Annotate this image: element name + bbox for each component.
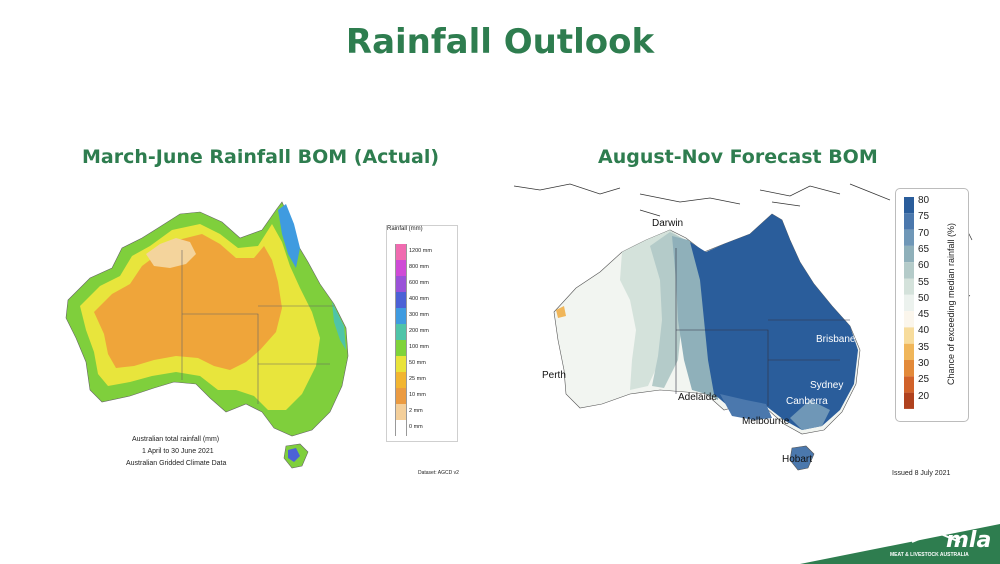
forecast-legend-value: 70 xyxy=(918,227,930,239)
forecast-legend-value: 80 xyxy=(918,195,930,206)
forecast-legend-value: 20 xyxy=(918,390,930,402)
rainfall-legend-label: 25 mm xyxy=(409,376,426,382)
forecast-legend-band xyxy=(904,343,914,360)
city-brisbane: Brisbane xyxy=(816,334,856,345)
actual-rainfall-map-image xyxy=(65,201,349,469)
rainfall-legend-swatch xyxy=(395,388,407,404)
rainfall-legend-label: 800 mm xyxy=(409,264,429,270)
rainfall-legend-swatch xyxy=(395,404,407,420)
forecast-map-image xyxy=(513,183,973,471)
dataset-label: Dataset: AGCD v2 xyxy=(418,470,459,476)
forecast-legend-band xyxy=(904,392,914,409)
rainfall-legend-title: Rainfall (mm) xyxy=(387,226,423,232)
forecast-legend-band xyxy=(904,245,914,263)
forecast-legend-band xyxy=(904,294,914,312)
rainfall-legend-swatch xyxy=(395,244,407,260)
forecast-legend-value: 50 xyxy=(918,292,930,304)
rainfall-legend-label: 10 mm xyxy=(409,392,426,398)
rainfall-legend-swatch xyxy=(395,372,407,388)
forecast-legend-band xyxy=(904,327,914,344)
city-canberra: Canberra xyxy=(786,396,828,407)
footer-logo-band xyxy=(800,524,1000,564)
forecast-legend-band xyxy=(904,262,914,279)
mla-tagline: MEAT & LIVESTOCK AUSTRALIA xyxy=(890,552,969,558)
rainfall-legend-label: 1200 mm xyxy=(409,248,432,254)
forecast-legend-band xyxy=(904,197,914,214)
forecast-legend-value: 60 xyxy=(918,260,930,272)
caption-line-2: 1 April to 30 June 2021 xyxy=(142,448,214,455)
rainfall-legend: Rainfall (mm) 1200 mm 800 mm 600 mm 400 mm 3… xyxy=(386,225,458,442)
forecast-legend-value: 65 xyxy=(918,243,930,255)
forecast-legend-value: 25 xyxy=(918,374,930,386)
forecast-legend-colorbar xyxy=(904,197,914,409)
city-adelaide: Adelaide xyxy=(678,392,717,403)
forecast-legend-band xyxy=(904,229,914,246)
forecast-legend-band xyxy=(904,278,914,295)
forecast-legend-band xyxy=(904,376,914,393)
rainfall-legend-swatch xyxy=(395,308,407,324)
forecast-legend-value: 35 xyxy=(918,341,930,353)
forecast-legend-value: 75 xyxy=(918,211,930,223)
rainfall-legend-label: 600 mm xyxy=(409,280,429,286)
rainfall-legend-swatch xyxy=(395,420,407,436)
forecast-legend-band xyxy=(904,213,914,230)
city-perth: Perth xyxy=(542,370,566,381)
city-darwin: Darwin xyxy=(652,218,684,229)
forecast-legend-title: Chance of exceeding median rainfall (%) xyxy=(946,222,956,386)
city-melbourne: Melbourne xyxy=(742,416,790,427)
caption-line-3: Australian Gridded Climate Data xyxy=(126,460,227,467)
actual-rainfall-map: Australian total rainfall (mm) 1 April t… xyxy=(50,190,490,480)
rainfall-legend-label: 200 mm xyxy=(409,328,429,334)
rainfall-legend-label: 50 mm xyxy=(409,360,426,366)
rainfall-legend-label: 2 mm xyxy=(409,408,423,414)
forecast-legend: 80 75 70 65 60 55 50 45 40 35 30 25 20 Chance of exc… xyxy=(895,188,969,422)
forecast-legend-value: 55 xyxy=(918,276,930,288)
rainfall-legend-swatch xyxy=(395,324,407,340)
page-title: Rainfall Outlook xyxy=(345,22,655,62)
forecast-legend-band xyxy=(904,360,914,377)
forecast-legend-band xyxy=(904,311,914,328)
rainfall-legend-swatch xyxy=(395,260,407,276)
forecast-map: Darwin Perth Adelaide Melbourne Hobart B… xyxy=(510,180,980,480)
left-map-heading: March-June Rainfall BOM (Actual) xyxy=(82,146,440,168)
issued-date: Issued 8 July 2021 xyxy=(892,470,951,477)
rainfall-legend-swatch xyxy=(395,340,407,356)
city-hobart: Hobart xyxy=(782,454,813,465)
forecast-legend-value: 45 xyxy=(918,309,930,321)
forecast-legend-title-wrap: Chance of exceeding median rainfall (%) xyxy=(944,193,958,415)
forecast-legend-value: 30 xyxy=(918,358,930,369)
mla-logo: mla xyxy=(946,528,992,553)
rainfall-legend-label: 100 mm xyxy=(409,344,429,350)
rainfall-legend-label: 0 mm xyxy=(409,424,423,430)
rainfall-legend-swatch xyxy=(395,292,407,308)
forecast-legend-value: 40 xyxy=(918,325,930,337)
rainfall-legend-label: 300 mm xyxy=(409,312,429,318)
city-sydney: Sydney xyxy=(810,380,844,391)
rainfall-legend-swatch xyxy=(395,356,407,372)
right-map-heading: August-Nov Forecast BOM xyxy=(598,146,878,168)
caption-line-1: Australian total rainfall (mm) xyxy=(132,436,220,443)
rainfall-legend-label: 400 mm xyxy=(409,296,429,302)
rainfall-legend-swatch xyxy=(395,276,407,292)
